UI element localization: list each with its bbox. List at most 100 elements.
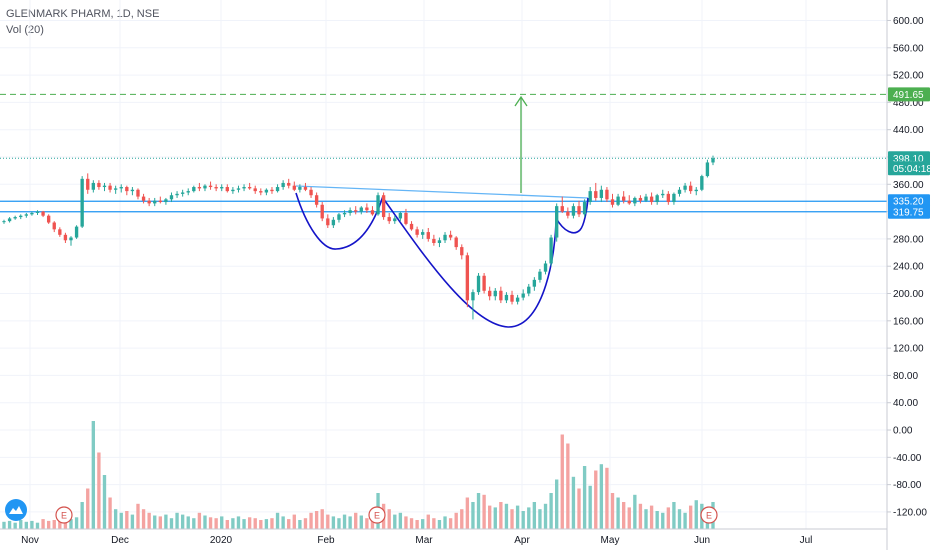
candle-body bbox=[415, 229, 419, 235]
candle-body bbox=[376, 195, 380, 215]
price-tag[interactable] bbox=[888, 161, 930, 176]
candle-body bbox=[387, 217, 391, 222]
candle-body bbox=[225, 187, 229, 192]
volume-bar bbox=[538, 509, 542, 529]
candle-body bbox=[510, 294, 514, 302]
volume-bar bbox=[627, 507, 631, 529]
price-tick-label: 120.00 bbox=[893, 344, 924, 355]
time-tick-label: Jun bbox=[694, 535, 710, 546]
price-tag-label: 491.65 bbox=[893, 90, 924, 101]
candle-body bbox=[515, 297, 520, 302]
candle-body bbox=[41, 211, 45, 216]
volume-bar bbox=[605, 467, 609, 529]
candle-body bbox=[448, 234, 453, 238]
candle-body bbox=[543, 263, 548, 272]
price-tag[interactable] bbox=[888, 194, 930, 209]
volume-bar bbox=[175, 512, 179, 529]
candle-body bbox=[58, 229, 62, 235]
candle-body bbox=[30, 212, 34, 215]
earnings-marker-label: E bbox=[706, 511, 712, 521]
candle-body bbox=[404, 212, 408, 224]
volume-bar bbox=[192, 518, 196, 529]
price-tag[interactable] bbox=[888, 87, 930, 102]
candle-body bbox=[655, 195, 659, 203]
volume-bar bbox=[326, 514, 330, 529]
candle-body bbox=[46, 215, 51, 223]
volume-bar bbox=[515, 505, 520, 529]
volume-bar bbox=[370, 516, 375, 529]
volume-bar bbox=[588, 485, 592, 529]
candle-body bbox=[192, 187, 196, 192]
candle-body bbox=[599, 189, 604, 198]
candle-body bbox=[180, 192, 185, 194]
volume-bar bbox=[136, 503, 140, 529]
candle-body bbox=[482, 275, 486, 291]
candle-body bbox=[622, 196, 626, 201]
volume-bar bbox=[41, 519, 45, 529]
candle-body bbox=[527, 286, 531, 294]
volume-bar bbox=[476, 493, 481, 529]
volume-bar bbox=[164, 514, 168, 529]
volume-bar bbox=[208, 517, 213, 529]
candle-body bbox=[555, 206, 559, 238]
candle-body bbox=[504, 294, 509, 301]
volume-bar bbox=[683, 512, 687, 529]
volume-bar bbox=[153, 515, 157, 529]
volume-bar bbox=[638, 503, 643, 529]
candle-body bbox=[298, 187, 302, 190]
candle-body bbox=[264, 189, 269, 193]
price-tick-label: -120.00 bbox=[893, 507, 927, 518]
candle-body bbox=[421, 232, 425, 235]
candle-body bbox=[605, 189, 609, 200]
candle-body bbox=[661, 193, 665, 196]
volume-bar bbox=[309, 512, 313, 529]
candle-body bbox=[694, 189, 698, 192]
candle-body bbox=[700, 176, 704, 190]
candle-body bbox=[499, 290, 503, 301]
candle-body bbox=[208, 185, 213, 188]
volume-bar bbox=[543, 503, 548, 529]
volume-bar bbox=[404, 516, 408, 529]
earnings-marker[interactable] bbox=[700, 506, 718, 524]
volume-bar bbox=[46, 520, 51, 529]
candle-body bbox=[270, 189, 274, 192]
candle-body bbox=[303, 187, 308, 190]
handle-curve[interactable] bbox=[555, 197, 589, 234]
volume-bar bbox=[13, 522, 17, 529]
time-tick-label: Apr bbox=[514, 535, 530, 546]
left-shoulder-curve[interactable] bbox=[295, 192, 384, 250]
earnings-marker[interactable] bbox=[55, 506, 73, 524]
candle-body bbox=[86, 178, 90, 190]
neckline-drawing[interactable] bbox=[295, 185, 589, 199]
volume-bar bbox=[35, 522, 40, 529]
candle-body bbox=[683, 185, 687, 190]
candle-body bbox=[381, 195, 386, 218]
volume-bar bbox=[661, 512, 665, 529]
candle-body bbox=[186, 191, 190, 193]
volume-bar bbox=[465, 497, 470, 529]
cup-curve[interactable] bbox=[382, 197, 557, 328]
price-tick-label: 40.00 bbox=[893, 398, 918, 409]
volume-bar bbox=[91, 421, 95, 529]
candle-body bbox=[80, 178, 84, 227]
volume-bar bbox=[281, 516, 285, 529]
volume-bar bbox=[688, 505, 693, 529]
candle-body bbox=[203, 185, 207, 189]
candle-body bbox=[566, 211, 570, 216]
volume-bar bbox=[532, 502, 537, 529]
price-tick-label: 200.00 bbox=[893, 289, 924, 300]
logo-icon bbox=[5, 499, 27, 521]
price-tag[interactable] bbox=[888, 204, 930, 219]
time-tick-label: 2020 bbox=[210, 535, 233, 546]
volume-bar bbox=[158, 516, 162, 529]
volume-bar bbox=[460, 509, 464, 529]
target-arrow-head bbox=[514, 95, 528, 107]
tradingview-logo[interactable] bbox=[5, 499, 27, 521]
earnings-marker[interactable] bbox=[368, 506, 386, 524]
price-tick-label: 80.00 bbox=[893, 371, 918, 382]
candle-body bbox=[588, 191, 592, 203]
candle-body bbox=[616, 196, 620, 205]
volume-bar bbox=[482, 494, 486, 529]
candle-body bbox=[52, 222, 56, 230]
